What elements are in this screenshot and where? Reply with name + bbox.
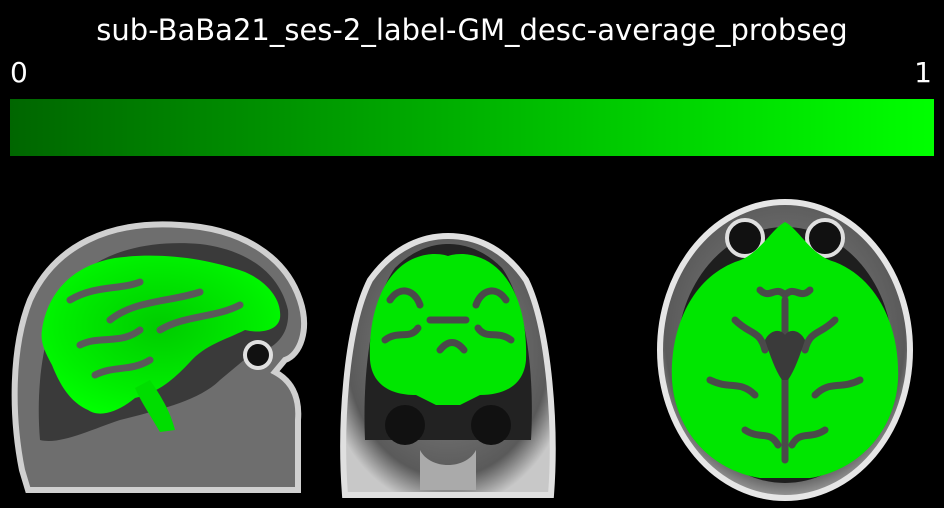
axial-ventricles	[765, 330, 805, 380]
axial-right-orbit	[805, 218, 845, 258]
coronal-gm-overlay	[369, 254, 527, 405]
colorbar	[10, 99, 934, 156]
coronal-view	[340, 232, 556, 498]
figure-title: sub-BaBa21_ses-2_label-GM_desc-average_p…	[96, 13, 848, 47]
colorbar-min-label: 0	[10, 56, 28, 89]
axial-left-orbit	[725, 218, 765, 258]
sagittal-view	[11, 221, 307, 493]
coronal-jaw	[420, 450, 476, 490]
coronal-gm-folds	[381, 287, 515, 354]
coronal-right-orbit	[471, 405, 511, 445]
sagittal-brainstem	[135, 380, 175, 432]
axial-view	[657, 199, 913, 501]
colorbar-max-label: 1	[914, 56, 932, 89]
sagittal-eye	[243, 340, 273, 370]
sagittal-gm-folds	[66, 278, 244, 379]
coronal-left-orbit	[385, 405, 425, 445]
